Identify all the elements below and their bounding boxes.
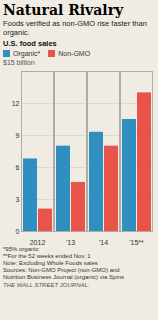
svg-text:9: 9 bbox=[16, 132, 20, 139]
svg-text:'14: '14 bbox=[99, 239, 108, 245]
svg-text:6: 6 bbox=[16, 164, 20, 171]
html-text:$15 billion: $15 billion bbox=[3, 59, 35, 66]
svg-text:12: 12 bbox=[12, 100, 20, 107]
svg-text:'15**: '15** bbox=[129, 239, 144, 245]
html-text:Nutrition Business Journal (or: Nutrition Business Journal (organic) via… bbox=[3, 274, 125, 280]
html-text:**For the 52 weeks ended Nov.: **For the 52 weeks ended Nov. 1 bbox=[3, 253, 91, 259]
svg-text:3: 3 bbox=[16, 196, 20, 203]
html-text:U.S. food sales: U.S. food sales bbox=[3, 39, 57, 48]
html-text:*95% organic: *95% organic bbox=[3, 246, 39, 252]
html-text:THE WALL STREET JOURNAL.: THE WALL STREET JOURNAL. bbox=[3, 282, 90, 288]
html-text:Natural Rivalry: Natural Rivalry bbox=[3, 2, 124, 18]
html-text:Foods verified as non-GMO rise: Foods verified as non-GMO rise faster th… bbox=[3, 19, 147, 37]
html-text:Organic*: Organic* bbox=[13, 50, 41, 57]
svg-text:0: 0 bbox=[16, 228, 20, 235]
html-text:Sources: Non-GMO Project (non-: Sources: Non-GMO Project (non-GMO) and bbox=[3, 267, 120, 273]
html-text:Non-GMO: Non-GMO bbox=[58, 50, 91, 57]
svg-text:'13: '13 bbox=[66, 239, 75, 245]
svg-text:2012: 2012 bbox=[30, 239, 46, 245]
html-text:Note: Excluding Whole Foods sa: Note: Excluding Whole Foods sales bbox=[3, 260, 98, 266]
